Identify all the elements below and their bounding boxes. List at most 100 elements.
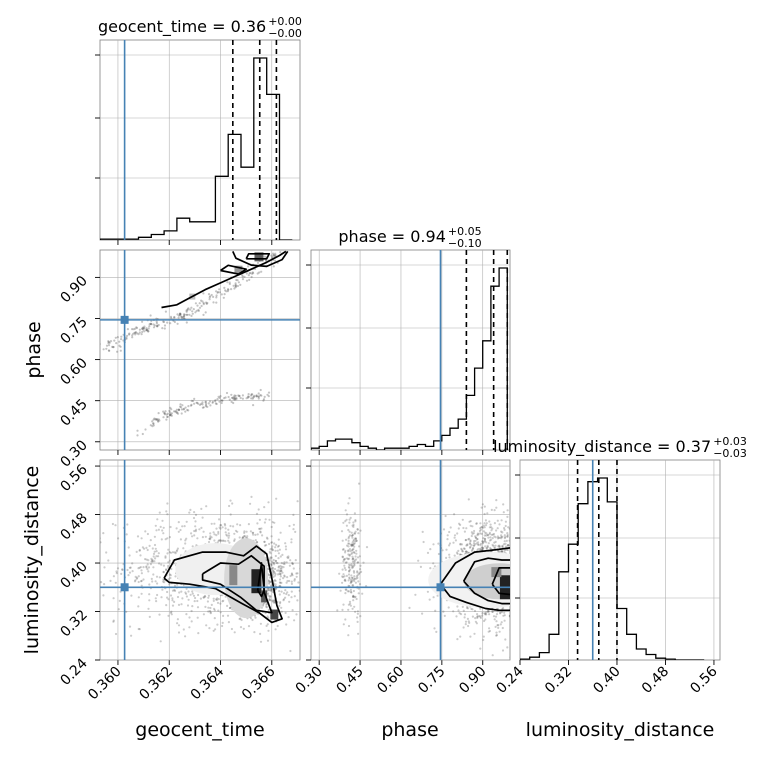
sample-point [245,279,249,282]
sample-point [175,408,178,411]
sample-point [479,542,483,545]
sample-point [193,402,196,405]
sample-point [258,518,261,521]
sample-point [142,328,145,331]
sample-point [164,556,167,559]
sample-point [347,528,350,532]
sample-point [280,570,283,573]
sample-point [235,278,238,282]
y-tick-label: 0.60 [57,355,90,388]
sample-point [491,527,494,530]
sample-point [94,573,96,575]
sample-point [144,530,147,533]
sample-point [342,558,346,561]
sample-point [162,570,165,574]
sample-point [457,609,460,612]
sample-point [135,577,138,580]
sample-point [358,571,361,575]
sample-point [169,406,172,409]
sample-point [204,404,208,407]
sample-point [352,565,355,568]
sample-point [204,401,207,404]
sample-point [500,550,504,553]
sample-point [470,607,473,611]
sample-point [453,534,457,537]
sample-point [181,597,184,600]
sample-point [148,593,151,596]
sample-point [294,530,297,534]
sample-point [452,541,455,544]
sample-point [495,529,498,532]
sample-point [347,537,350,540]
sample-point [190,609,193,613]
sample-point [304,519,306,521]
sample-point [349,516,352,520]
sample-point [306,571,308,573]
sample-point [159,640,162,643]
sample-point [208,298,211,301]
sample-point [486,545,489,549]
sample-point [483,537,486,540]
sample-point [128,333,131,336]
sample-point [278,581,281,584]
sample-point [290,590,293,593]
sample-point [155,550,158,553]
sample-point [472,532,475,535]
sample-point [190,314,193,317]
sample-point [279,555,282,558]
sample-point [488,539,491,542]
sample-point [512,577,514,579]
sample-point [481,503,484,506]
sample-point [180,412,183,415]
sample-point [206,405,209,408]
sample-point [220,524,223,527]
sample-point [263,521,266,524]
sample-point [224,540,227,543]
sample-point [170,408,173,411]
sample-point [501,550,504,553]
sample-point [517,605,519,607]
sample-point [126,568,129,572]
sample-point [482,541,485,544]
sample-point [476,615,479,618]
sample-point [267,579,270,582]
sample-point [232,397,236,400]
scatter-panel-distance_vs_time [94,459,308,665]
sample-point [138,566,141,569]
sample-point [133,331,136,334]
sample-point [291,561,294,565]
sample-point [496,624,499,627]
sample-point [306,556,308,558]
sample-point [356,610,359,613]
sample-point [353,579,356,583]
sample-point [152,566,155,569]
sample-point [226,604,229,608]
sample-point [174,410,177,413]
sample-point [486,610,490,613]
sample-point [164,538,167,541]
sample-point [232,401,235,405]
sample-point [273,601,276,604]
sample-point [204,535,207,538]
sample-point [162,526,165,529]
sample-point [108,341,111,344]
sample-point [479,522,482,525]
sample-point [194,596,197,600]
sample-point [247,523,250,526]
sample-point [516,569,518,571]
sample-point [270,556,273,559]
sample-point [354,555,357,558]
y-tick-label: 0.24 [57,655,90,688]
sample-point [485,541,488,544]
sample-point [293,619,296,622]
sample-point [173,588,176,592]
sample-point [258,271,261,274]
sample-point [469,539,472,542]
sample-point [355,552,358,555]
sample-point [192,594,196,597]
sample-point [351,595,355,599]
sample-point [141,327,144,330]
sample-point [352,594,355,598]
sample-point [286,591,289,594]
sample-point [514,613,516,615]
